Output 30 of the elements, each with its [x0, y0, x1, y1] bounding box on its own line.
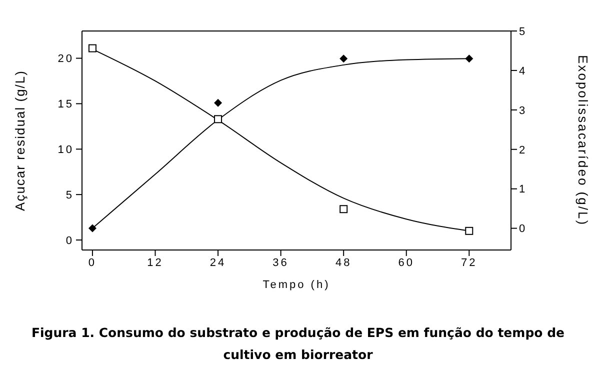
x-tick-label: 60	[398, 256, 414, 269]
point	[465, 226, 474, 235]
y-tick-label: 20	[58, 53, 74, 66]
x-tick-label: 24	[210, 256, 226, 269]
x-axis-title: Tempo (h)	[262, 279, 330, 291]
y2-tick-label: 5	[519, 26, 528, 38]
text: Figura 1. Consumo do substrato e produção de EPS em função do tempo de cultivo em biorreator	[30, 324, 566, 364]
y2-tick-label: 3	[519, 104, 528, 117]
point	[214, 115, 222, 124]
x-tick-label: 48	[335, 256, 352, 269]
y-axis-title: Açucar residual (g/L)	[12, 70, 28, 211]
y-tick-label: 0	[66, 234, 74, 247]
point	[88, 44, 96, 52]
x-tick-label: 36	[272, 256, 289, 269]
x-tick-label: 72	[461, 256, 478, 269]
y-tick-label: 15	[58, 98, 74, 111]
point	[340, 205, 348, 214]
x-tick-label: 12	[147, 256, 164, 269]
x-tick-label: 0	[88, 256, 97, 269]
y2-tick-label: 2	[519, 144, 528, 156]
y2-tick-label: 0	[519, 223, 528, 236]
point	[214, 98, 222, 107]
y2-axis-title: Exopolissacarídeo (g/L)	[575, 54, 590, 226]
y2-tick-label: 4	[519, 65, 528, 78]
y-tick-label: 10	[58, 144, 74, 156]
point	[465, 54, 474, 63]
point	[88, 224, 96, 232]
y2-tick-label: 1	[519, 184, 528, 196]
y-tick-label: 5	[66, 189, 74, 202]
point	[340, 54, 348, 63]
